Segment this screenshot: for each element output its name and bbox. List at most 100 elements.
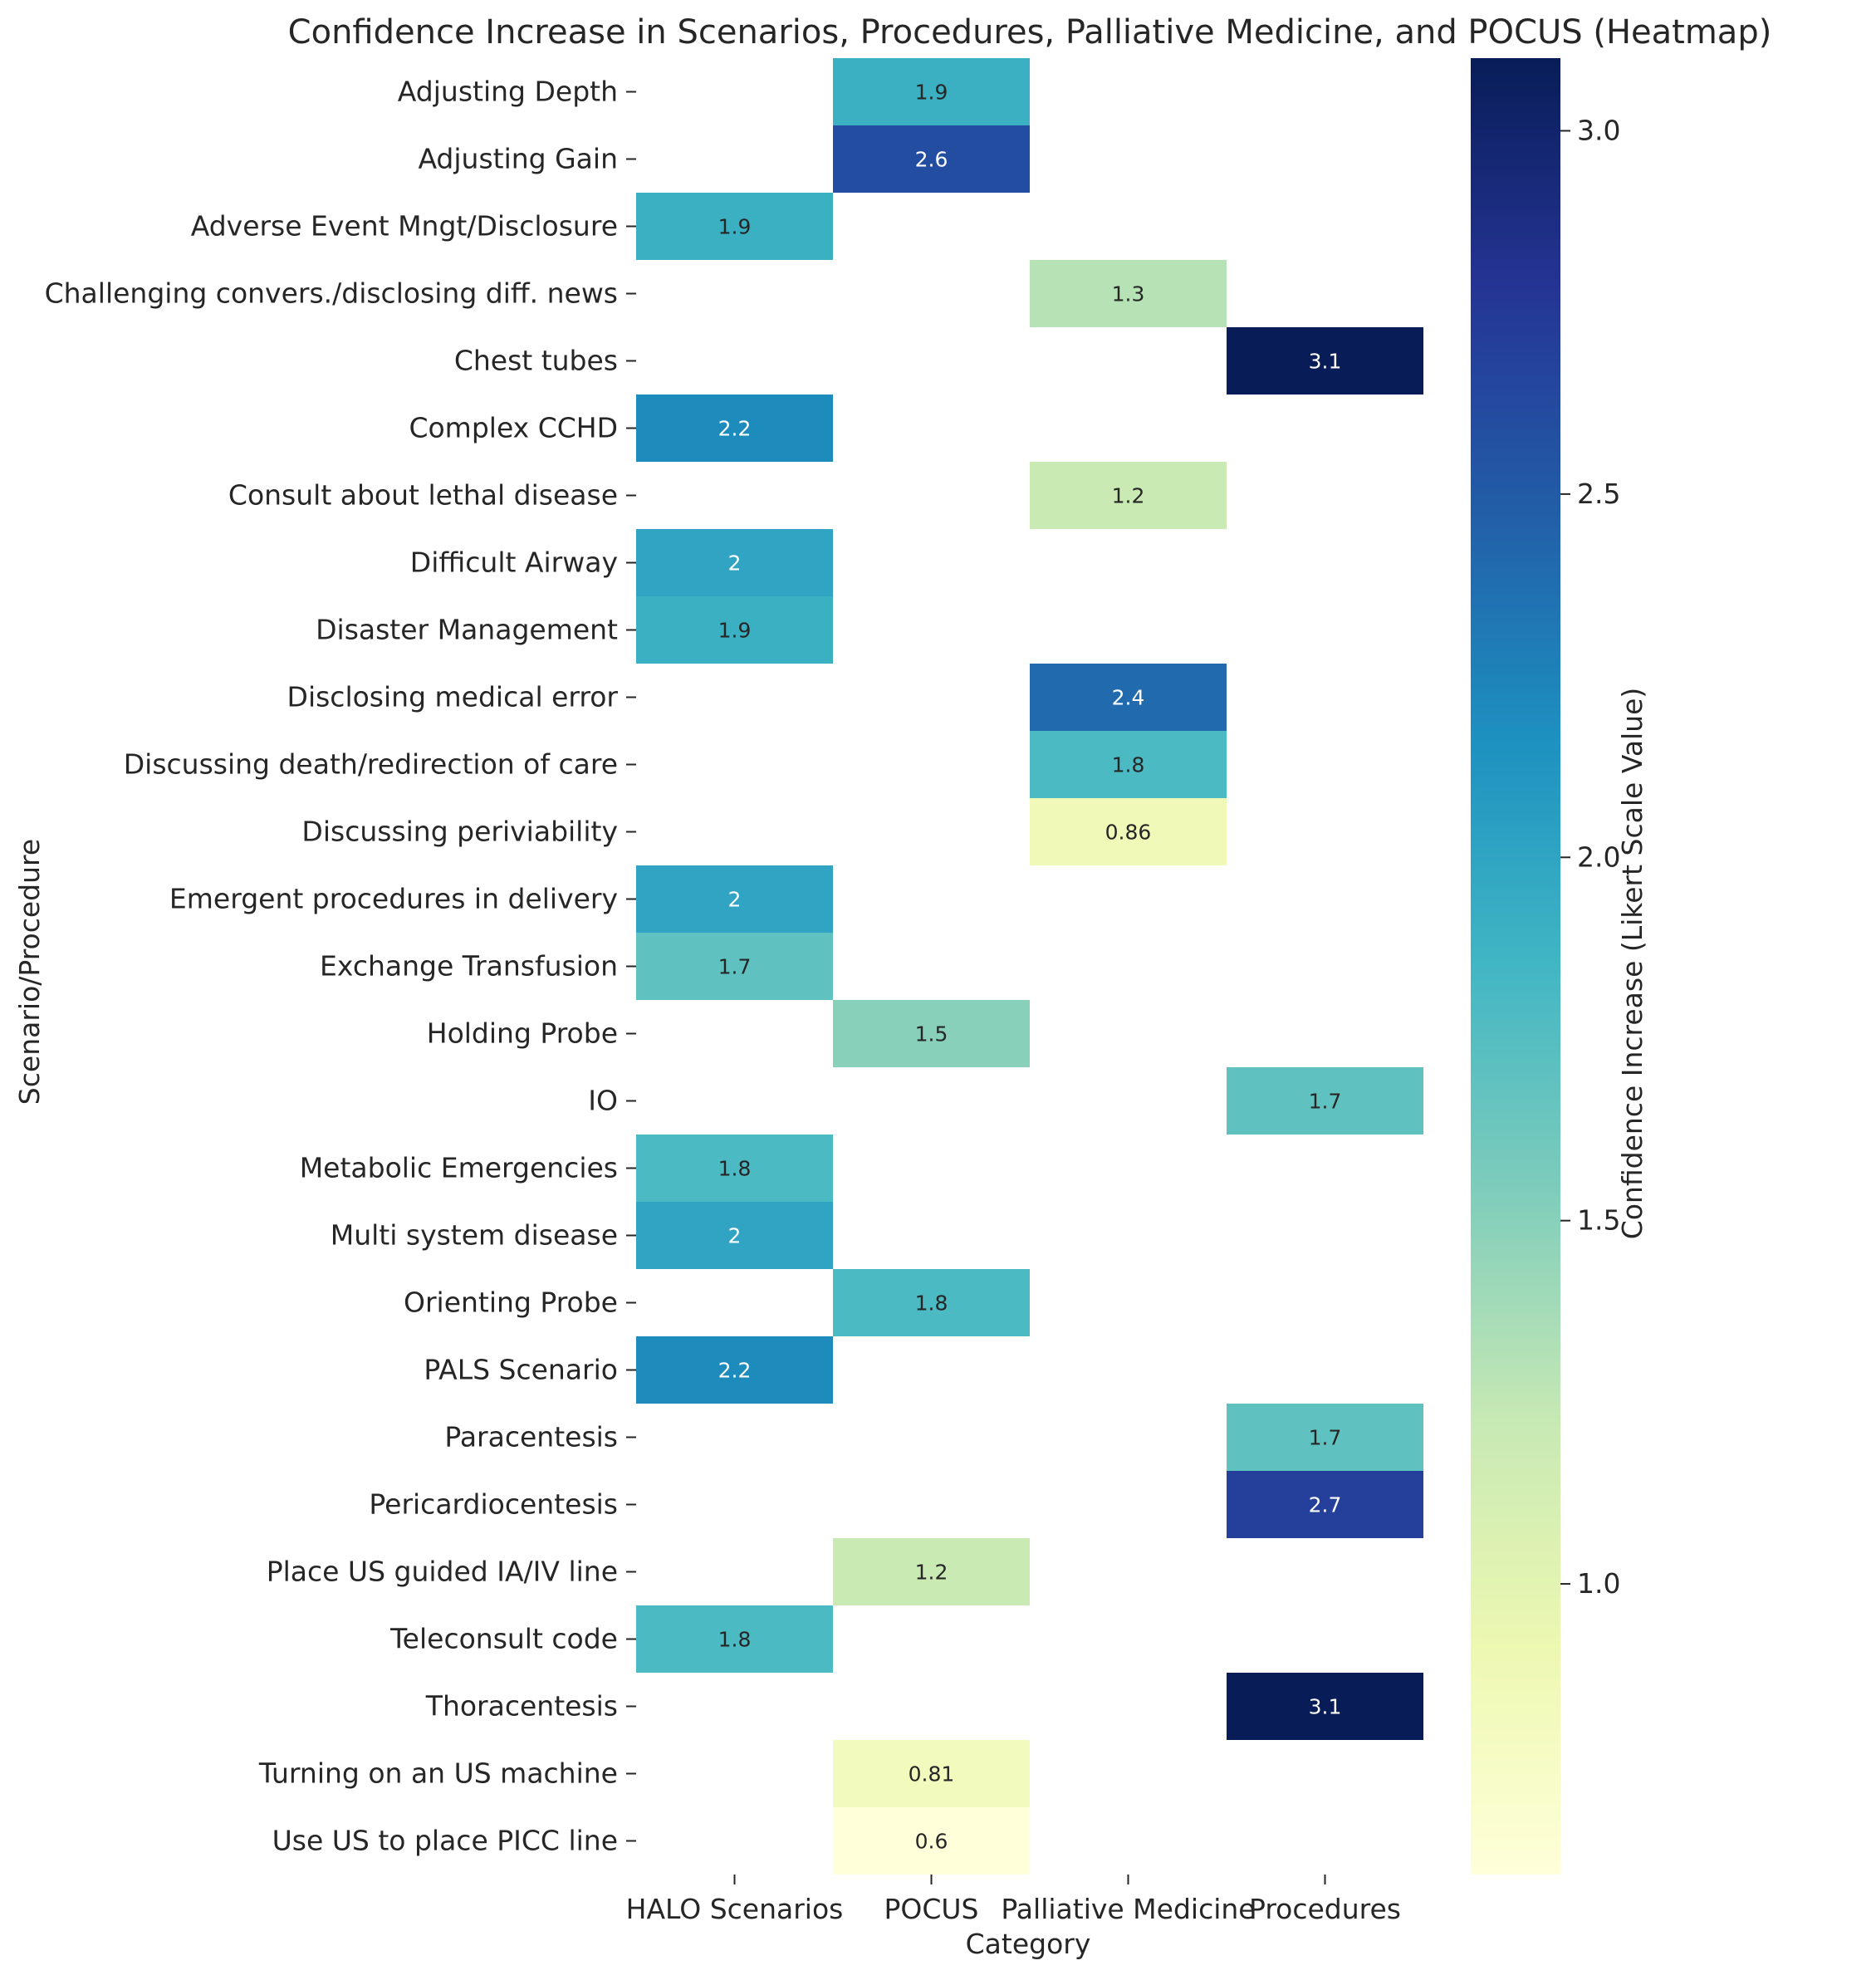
heatmap-cell — [636, 596, 833, 664]
y-tick-label: Disclosing medical error — [287, 681, 619, 713]
cell-value-label: 3.1 — [1309, 350, 1342, 374]
y-tick-label: Turning on an US machine — [258, 1757, 618, 1790]
heatmap-cell — [636, 193, 833, 260]
colorbar — [1471, 58, 1560, 1875]
cell-value-label: 1.9 — [718, 619, 752, 643]
x-tick-label: Palliative Medicine — [1001, 1893, 1255, 1925]
cell-value-label: 2.4 — [1112, 686, 1145, 710]
heatmap-cell — [1030, 260, 1227, 327]
y-axis-label: Scenario/Procedure — [13, 839, 46, 1105]
y-tick-label: Discussing death/redirection of care — [124, 748, 618, 781]
cell-value-label: 1.2 — [1112, 484, 1145, 508]
colorbar-ticks: 1.0 1.5 2.0 2.5 3.0 — [1560, 114, 1620, 1600]
y-tick-label: Multi system disease — [331, 1219, 618, 1252]
colorbar-label: Confidence Increase (Likert Scale Value) — [1616, 688, 1648, 1240]
heatmap-cell — [833, 1740, 1030, 1807]
cell-value-label: 2.7 — [1309, 1493, 1342, 1517]
colorbar-tick-label: 3.0 — [1577, 114, 1620, 146]
y-tick-label: Adjusting Depth — [398, 76, 618, 108]
colorbar-tick-label: 2.0 — [1577, 841, 1620, 873]
y-tick-label: Challenging convers./disclosing diff. ne… — [45, 277, 618, 310]
y-tick-label: Difficult Airway — [410, 546, 618, 579]
y-tick-label: IO — [588, 1085, 618, 1117]
cell-value-label: 1.8 — [1112, 753, 1145, 777]
y-tick-label: Place US guided IA/IV line — [267, 1556, 618, 1588]
chart-title: Confidence Increase in Scenarios, Proced… — [288, 13, 1772, 51]
cell-value-label: 2 — [728, 551, 742, 576]
heatmap-cell — [636, 1135, 833, 1202]
cell-value-label: 1.2 — [915, 1561, 948, 1585]
cell-value-label: 1.9 — [915, 81, 948, 105]
cell-value-label: 1.9 — [718, 215, 752, 239]
cell-value-label: 2.6 — [915, 148, 948, 172]
column-labels: HALO Scenarios POCUS Palliative MedicinePr… — [626, 1875, 1401, 1925]
heatmap-cell — [833, 1538, 1030, 1605]
x-tick-label: POCUS — [884, 1893, 978, 1925]
heatmap-cell — [1227, 327, 1423, 395]
y-tick-label: Chest tubes — [454, 345, 618, 377]
x-tick-label: HALO Scenarios — [626, 1893, 844, 1925]
cell-value-label: 1.8 — [718, 1157, 752, 1181]
colorbar-tick-label: 1.0 — [1577, 1567, 1620, 1600]
cell-value-label: 1.7 — [718, 955, 752, 979]
cell-value-label: 1.3 — [1112, 282, 1145, 306]
x-axis-label: Category — [966, 1928, 1091, 1960]
y-tick-label: Holding Probe — [427, 1017, 618, 1050]
heatmap-cell — [833, 1807, 1030, 1875]
cell-value-label: 1.8 — [718, 1628, 752, 1652]
heatmap-cell — [833, 1000, 1030, 1067]
cell-value-label: 2 — [728, 1224, 742, 1248]
heatmap-cell — [833, 58, 1030, 125]
heatmap-cell — [636, 1202, 833, 1269]
y-tick-label: Disaster Management — [316, 614, 618, 646]
y-tick-label: Teleconsult code — [389, 1623, 618, 1655]
heatmap-cell — [833, 125, 1030, 193]
heatmap-cell — [1030, 664, 1227, 731]
heatmap-cell — [1227, 1067, 1423, 1135]
y-tick-label: Adverse Event Mngt/Disclosure — [191, 210, 618, 243]
cell-value-label: 1.8 — [915, 1291, 948, 1316]
y-tick-label: Adjusting Gain — [418, 143, 618, 175]
y-tick-label: Metabolic Emergencies — [300, 1152, 618, 1184]
cell-value-label: 0.86 — [1105, 821, 1152, 845]
heatmap-cells: 1.9 2.6 1.9 1.3 3.1 2.2 1.2 2 1.9 2.4 1.8 0.86 2 1.7 1… — [636, 58, 1423, 1875]
heatmap-cell — [636, 1336, 833, 1404]
cell-value-label: 1.7 — [1309, 1090, 1342, 1114]
heatmap-cell — [833, 1269, 1030, 1336]
cell-value-label: 1.7 — [1309, 1426, 1342, 1450]
y-tick-label: Exchange Transfusion — [320, 950, 618, 983]
x-tick-label: Procedures — [1249, 1893, 1401, 1925]
cell-value-label: 0.6 — [915, 1830, 948, 1854]
heatmap-cell — [1227, 1673, 1423, 1740]
row-labels: Adjusting Depth Adjusting Gain Adverse Eve… — [45, 76, 636, 1857]
heatmap-cell — [636, 865, 833, 933]
heatmap-cell — [636, 395, 833, 462]
heatmap-cell — [1030, 798, 1227, 865]
cell-value-label: 3.1 — [1309, 1695, 1342, 1719]
cell-value-label: 0.81 — [909, 1762, 955, 1786]
heatmap-cell — [636, 1605, 833, 1673]
y-tick-label: PALS Scenario — [424, 1354, 618, 1386]
y-tick-label: Thoracentesis — [425, 1690, 618, 1723]
cell-value-label: 2.2 — [718, 417, 752, 441]
heatmap-cell — [1030, 731, 1227, 798]
y-tick-label: Use US to place PICC line — [272, 1825, 618, 1857]
heatmap-cell — [1030, 462, 1227, 529]
y-tick-label: Orienting Probe — [404, 1287, 618, 1319]
heatmap-cell — [636, 529, 833, 596]
y-tick-label: Discussing periviability — [301, 816, 618, 848]
colorbar-tick-label: 2.5 — [1577, 478, 1620, 510]
cell-value-label: 2.2 — [718, 1359, 752, 1383]
y-tick-label: Consult about lethal disease — [228, 479, 618, 512]
cell-value-label: 1.5 — [915, 1022, 948, 1046]
cell-value-label: 2 — [728, 888, 742, 912]
y-tick-label: Complex CCHD — [409, 412, 618, 444]
colorbar-tick-label: 1.5 — [1577, 1204, 1620, 1237]
heatmap-cell — [1227, 1471, 1423, 1538]
heatmap-cell — [636, 933, 833, 1000]
y-tick-label: Paracentesis — [444, 1421, 618, 1453]
y-tick-label: Emergent procedures in delivery — [169, 883, 618, 915]
heatmap-cell — [1227, 1404, 1423, 1471]
